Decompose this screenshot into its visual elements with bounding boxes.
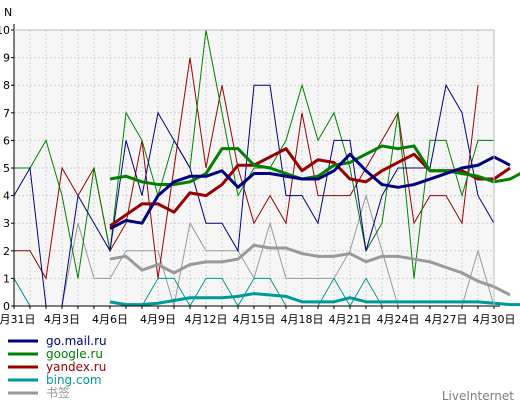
x-tick-label: 4月6日 — [92, 313, 128, 326]
y-tick-label: 1 — [3, 272, 10, 285]
series-trend-line — [109, 152, 511, 231]
x-tick-label: 4月12日 — [185, 313, 228, 326]
y-tick-label: 3 — [3, 217, 10, 230]
series-daily-line — [13, 83, 495, 307]
y-tick-label: 7 — [3, 107, 10, 120]
x-tick-label: 4月15日 — [233, 313, 276, 326]
y-tick-label: 2 — [3, 245, 10, 258]
legend-label: bing.com — [46, 373, 102, 387]
y-axis-label: N — [4, 6, 12, 19]
y-tick-label: 5 — [3, 162, 10, 175]
legend-label: 书签 — [46, 385, 70, 400]
x-tick-label: 4月24日 — [377, 313, 420, 326]
series-trend-line — [109, 243, 511, 297]
y-tick-label: 8 — [3, 79, 10, 92]
x-tick-label: 4月18日 — [281, 313, 324, 326]
legend-label: google.ru — [46, 347, 103, 361]
series-trend-line — [109, 144, 520, 187]
footer-brand: LiveInternet — [442, 389, 514, 403]
x-tick-label: 4月21日 — [329, 313, 372, 326]
y-tick-label: 10 — [0, 24, 10, 37]
legend-label: go.mail.ru — [46, 334, 107, 348]
x-tick-label: 4月30日 — [473, 313, 516, 326]
series-trend-line — [109, 292, 520, 307]
axes: 0 1 2 3 4 5 6 7 8 9 10 3月31日 4月3日 4月6日 4月9日 4月12日 4月15日 4… — [0, 24, 516, 326]
y-tick-label: 9 — [3, 52, 10, 65]
x-tick-label: 3月31日 — [0, 313, 36, 326]
x-tick-label: 4月3日 — [44, 313, 80, 326]
legend-label: yandex.ru — [46, 360, 106, 374]
series-daily-line — [14, 57, 479, 280]
y-tick-label: 0 — [3, 300, 10, 313]
y-tick-label: 6 — [3, 134, 10, 147]
y-tick-label: 4 — [3, 190, 10, 203]
series-daily-line — [14, 29, 494, 279]
x-tick-label: 4月9日 — [140, 313, 176, 326]
x-tick-label: 4月27日 — [425, 313, 468, 326]
